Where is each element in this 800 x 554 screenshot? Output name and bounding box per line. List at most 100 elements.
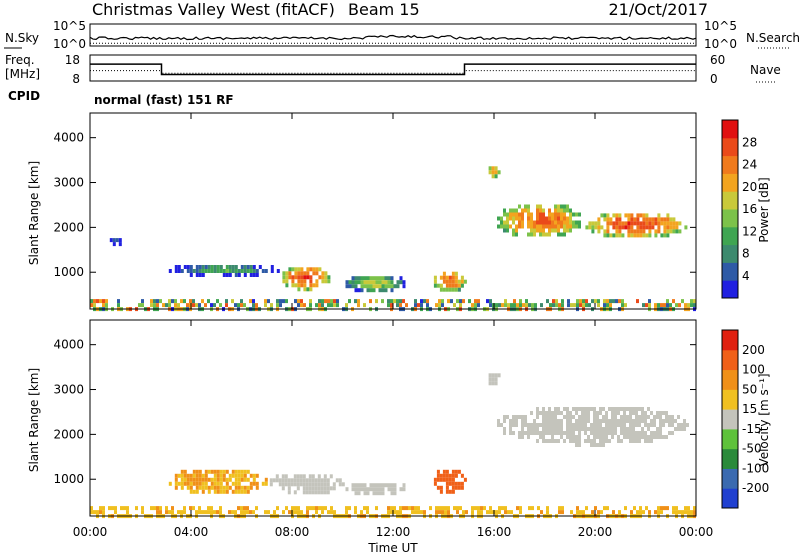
velocity-cell [338,482,342,487]
velocity-cell [381,487,385,492]
colorbar-swatch [722,137,738,157]
colorbar-swatch [722,262,738,281]
power-cell [109,238,113,243]
velocity-cell [512,419,515,423]
velocity-cell [299,478,303,483]
velocity-cell [444,506,447,511]
power-cell [90,303,93,308]
power-cell [183,265,187,269]
velocity-cell [439,477,443,482]
velocity-cell [584,407,587,411]
velocity-cell [474,506,477,511]
power-cell [539,208,542,213]
velocity-cell [566,415,569,419]
velocity-cell [578,407,581,411]
power-cell [615,299,618,304]
velocity-cell [593,423,596,427]
power-cell [573,303,576,308]
power-cell [463,279,467,284]
power-cell [448,275,452,280]
velocity-cell [539,411,542,415]
power-cell [327,279,331,284]
power-cell [527,212,530,217]
velocity-cell [629,423,632,427]
velocity-cell [510,510,513,515]
velocity-cell [554,431,557,435]
power-cell [162,303,165,308]
velocity-cell [198,481,202,486]
power-cell [345,284,349,289]
velocity-cell [366,506,369,511]
velocity-cell [451,477,455,482]
power-cell [563,212,566,217]
power-cell [618,221,622,226]
velocity-cell [302,478,306,483]
velocity-cell [269,482,273,487]
velocity-cell [249,510,252,515]
velocity-cell [656,431,659,435]
power-cell [657,221,661,226]
power-cell [378,288,382,293]
velocity-cell [213,481,217,486]
power-cell [527,232,530,237]
velocity-cell [240,469,244,474]
velocity-cell [180,469,184,474]
noise-right-tick-bottom: 10^0 [704,37,737,51]
power-cell [530,232,533,237]
velocity-cell [611,419,614,423]
power-cell [545,220,548,225]
velocity-cell [255,473,259,478]
velocity-cell [569,419,572,423]
velocity-cell [102,510,105,515]
power-cell [557,224,560,229]
power-cell [579,299,582,304]
power-cell [536,212,539,217]
power-cell [360,276,364,281]
power-cell [345,280,349,285]
velocity-cell [216,481,220,486]
power-cell [378,280,382,285]
velocity-cell [620,419,623,423]
power-cell [441,303,444,308]
velocity-cell [653,423,656,427]
power-cell [603,299,606,304]
power-cell [267,299,270,304]
power-cell [435,303,438,308]
velocity-cell [608,431,611,435]
velocity-cell [584,427,587,431]
velocity-cell [611,423,614,427]
velocity-cell [387,510,390,515]
velocity-cell [494,373,498,378]
power-cell [153,303,156,308]
power-cell [515,228,518,233]
power-cell [569,212,572,217]
velocity-cell [183,510,186,515]
velocity-cell [183,506,186,511]
power-cell [509,224,512,229]
power-cell [540,303,543,308]
velocity-cell [659,427,662,431]
velocity-cell [491,377,495,382]
power-cell [524,208,527,213]
power-cell [569,220,572,225]
power-cell [439,283,443,288]
power-cell [618,229,622,234]
power-cell [183,299,186,304]
power-cell [384,276,388,281]
velocity-cell [530,411,533,415]
velocity-cell [165,510,168,515]
velocity-cell [174,477,178,482]
velocity-cell [524,419,527,423]
velocity-cell [587,407,590,411]
velocity-cell [620,407,623,411]
velocity-cell [504,506,507,511]
velocity-cell [201,473,205,478]
velocity-cell [255,485,259,490]
power-cell [309,283,313,288]
power-cell [527,208,530,213]
velocity-cell [497,419,500,423]
power-cell [548,208,551,213]
power-cell [654,233,658,238]
power-cell [303,271,307,276]
velocity-cell [210,485,214,490]
